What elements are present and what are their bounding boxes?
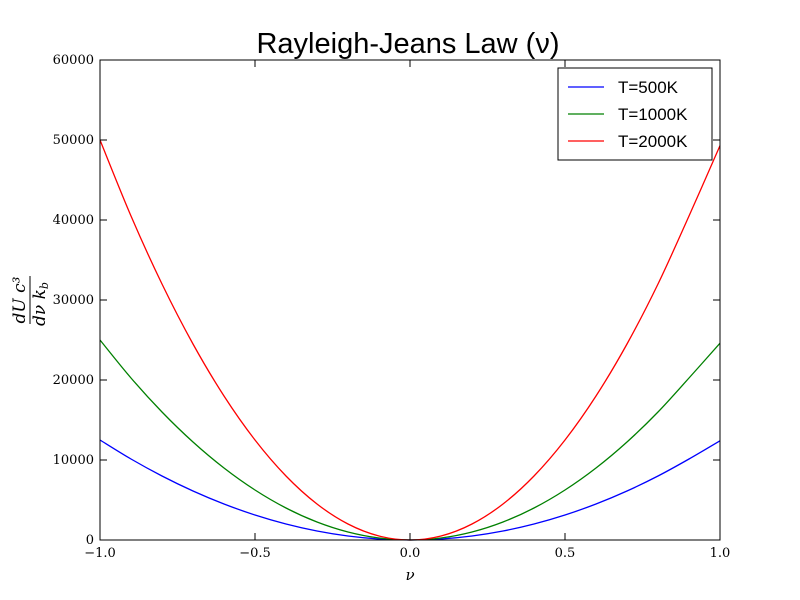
axis-ticks: −1.0 −0.5 0.0 0.5 1.0 0 10000 20000 30000 40000 50…: [53, 53, 731, 561]
x-tick-label: 0.0: [400, 546, 421, 561]
y-tick-label: 0: [86, 533, 94, 548]
legend: T=500K T=1000K T=2000K: [557, 67, 713, 161]
x-tick-label: −0.5: [239, 546, 271, 561]
series-line-1: [99, 339, 721, 541]
y-tick-label: 30000: [53, 293, 94, 308]
y-axis-label: dU c³ dν kb: [10, 276, 51, 326]
x-axis-label: ν: [405, 566, 414, 584]
legend-label-0: T=500K: [618, 78, 679, 97]
series-line-0: [99, 439, 721, 541]
y-tick-label: 50000: [53, 133, 94, 148]
x-tick-label: 1.0: [710, 546, 731, 561]
plot-lines: [99, 139, 721, 541]
y-axis-label-denominator: dν kb: [30, 282, 51, 326]
legend-label-1: T=1000K: [618, 105, 688, 124]
chart-title: Rayleigh-Jeans Law (ν): [256, 28, 559, 60]
x-tick-label: −1.0: [84, 546, 116, 561]
y-axis-label-numerator: dU c³: [10, 276, 30, 323]
x-tick-label: 0.5: [555, 546, 576, 561]
legend-label-2: T=2000K: [618, 132, 688, 151]
y-tick-label: 10000: [53, 453, 94, 468]
series-line-2: [99, 139, 721, 541]
y-tick-label: 60000: [53, 53, 94, 68]
y-tick-label: 20000: [53, 373, 94, 388]
y-tick-label: 40000: [53, 213, 94, 228]
